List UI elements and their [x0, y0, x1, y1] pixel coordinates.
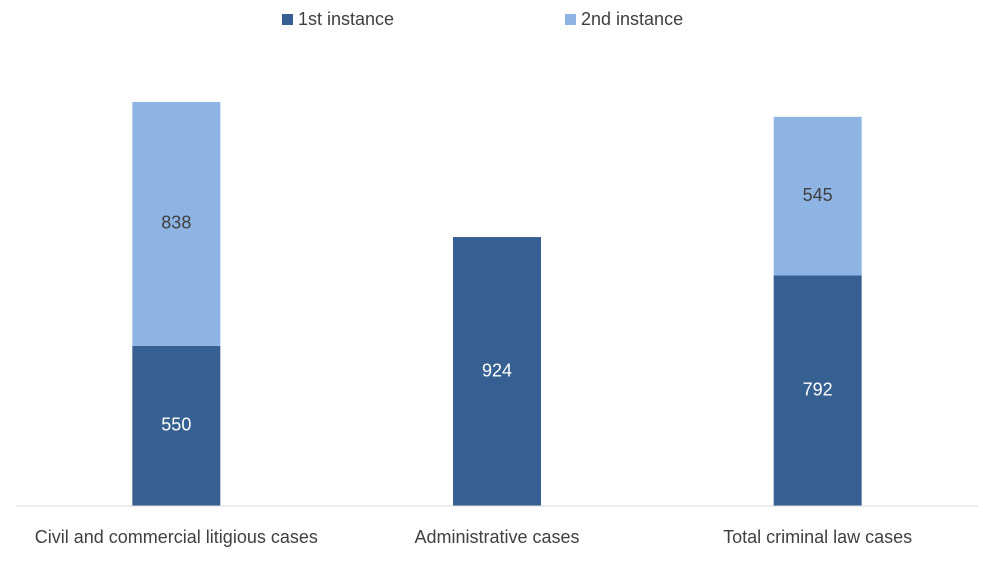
data-label: 550 [161, 415, 191, 435]
data-label: 545 [803, 185, 833, 205]
x-tick-label: Civil and commercial litigious cases [34, 527, 318, 547]
legend-swatch [565, 14, 576, 25]
bar-segment [453, 237, 541, 506]
legend-label: 2nd instance [581, 9, 683, 29]
bar-segment [773, 116, 862, 276]
bar-segment [132, 102, 221, 346]
data-label: 838 [161, 213, 191, 233]
legend-swatch [282, 14, 293, 25]
x-tick-label: Administrative cases [414, 527, 580, 547]
x-tick-label: Total criminal law cases [723, 527, 913, 547]
bar-segment [132, 345, 221, 506]
data-label: 792 [803, 379, 833, 399]
data-label: 924 [482, 360, 512, 380]
bar-segment [773, 275, 862, 506]
legend-label: 1st instance [298, 9, 394, 29]
